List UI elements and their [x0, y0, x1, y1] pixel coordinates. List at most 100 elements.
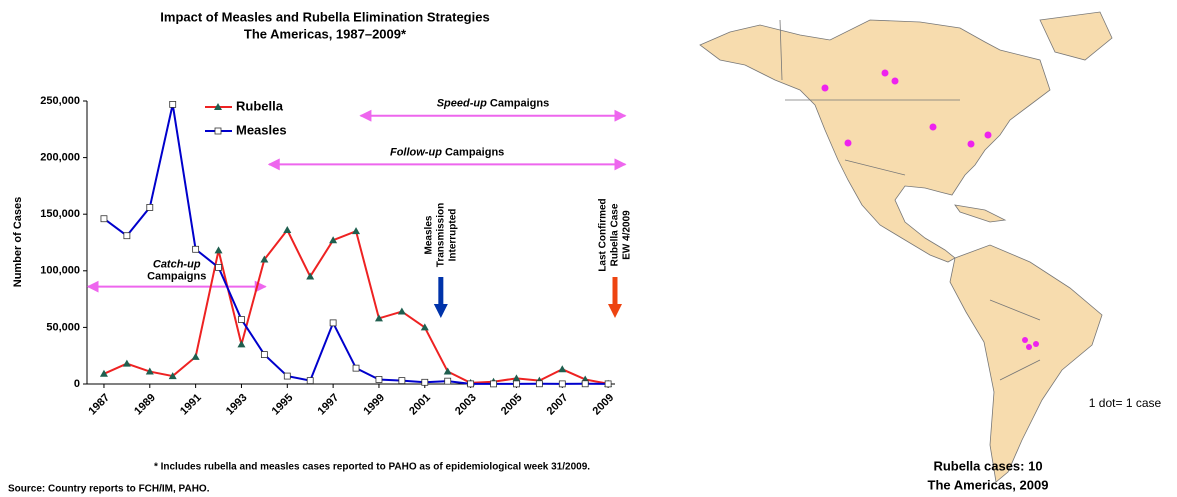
rubella-marker [558, 365, 567, 373]
event-arrow [433, 277, 448, 318]
south-america [949, 244, 1103, 483]
x-tick-label: 1993 [224, 392, 250, 418]
border [779, 19, 1041, 381]
series-line [103, 104, 609, 385]
map-legend: 1 dot= 1 case [1089, 396, 1162, 410]
x-tick-label: 1999 [361, 392, 387, 418]
campaign-label-text: Campaigns [490, 98, 549, 110]
legend-label: Measles [236, 122, 287, 137]
campaign-label-italic: Follow-up [390, 146, 442, 158]
measles-marker [306, 377, 314, 385]
measles-marker [398, 377, 406, 385]
measles-marker [421, 378, 429, 386]
map: 1 dot= 1 case Rubella cases: 10 The Amer… [699, 11, 1162, 492]
north-america [699, 19, 1051, 263]
x-tick-label: 1995 [270, 392, 296, 418]
chart-title: The Americas, 1987–2009* [244, 26, 407, 41]
chart-title: Impact of Measles and Rubella Eliminatio… [160, 9, 489, 24]
measles-marker [558, 380, 566, 388]
case-dot [1022, 337, 1028, 343]
x-tick-label: 2001 [407, 392, 433, 418]
y-tick-label: 0 [74, 378, 80, 390]
event-arrow [608, 277, 622, 318]
event-label: Measles [423, 215, 434, 254]
measles-marker [352, 364, 360, 372]
measles-marker [146, 204, 154, 211]
legend-marker [214, 103, 222, 110]
rubella-marker [352, 227, 361, 235]
campaign-label: Campaigns [147, 271, 206, 283]
legend-label: Rubella [236, 98, 284, 113]
source: Source: Country reports to FCH/IM, PAHO. [8, 484, 210, 495]
case-dot [929, 123, 937, 131]
campaign-label-text: Campaigns [445, 146, 504, 158]
y-tick-label: 250,000 [40, 95, 80, 107]
case-dots [821, 69, 1039, 350]
rubella-marker [145, 367, 154, 375]
rubella-marker [329, 236, 338, 244]
x-tick-label: 2003 [453, 392, 479, 418]
event-label: Rubella Case [610, 203, 621, 266]
case-dot [891, 77, 899, 85]
x-tick-label: 2009 [591, 392, 617, 418]
measles-marker [123, 232, 131, 240]
x-tick-label: 1989 [132, 392, 158, 418]
measles-marker [238, 316, 245, 323]
measles-marker [513, 380, 520, 388]
case-dot [821, 84, 829, 92]
footnote: * Includes rubella and measles cases rep… [154, 462, 590, 473]
caribbean [954, 204, 1007, 223]
rubella-marker [306, 272, 315, 280]
measles-marker [215, 264, 222, 271]
measles-marker [604, 380, 612, 388]
measles-marker [169, 100, 177, 108]
rubella-marker [443, 367, 452, 375]
rubella-marker [260, 255, 269, 263]
measles-marker [100, 215, 108, 223]
rubella-marker [283, 226, 292, 234]
measles-marker [283, 372, 291, 380]
rubella-marker [99, 369, 108, 377]
campaign-label: Catch-up [153, 259, 201, 271]
event-label: Interrupted [447, 209, 458, 262]
rubella-marker [122, 359, 131, 367]
x-tick-label: 2007 [545, 392, 571, 418]
rubella-marker [168, 372, 177, 380]
measles-marker [260, 351, 268, 358]
y-tick-label: 200,000 [40, 152, 80, 164]
measles-marker [329, 319, 337, 327]
series-line [103, 228, 609, 385]
legend-marker [214, 127, 222, 135]
map-title: Rubella cases: 10 [933, 458, 1042, 473]
measles-marker [490, 380, 497, 388]
measles-marker [581, 380, 589, 388]
case-dot [984, 131, 992, 139]
rubella-marker [512, 374, 521, 382]
rubella-marker [191, 352, 200, 360]
measles-marker [192, 245, 200, 253]
rubella-marker [397, 307, 406, 315]
y-tick-label: 150,000 [40, 208, 80, 220]
x-tick-label: 2005 [499, 392, 525, 418]
campaign-label: Speed-up Campaigns [437, 98, 549, 110]
rubella-marker [420, 323, 429, 331]
case-dot [881, 69, 889, 77]
rubella-marker [374, 314, 383, 322]
y-tick-label: 50,000 [46, 321, 80, 333]
campaign-label: Follow-up Campaigns [390, 146, 504, 158]
event-label: Last Confirmed [598, 198, 609, 271]
campaign-label-italic: Speed-up [437, 98, 487, 110]
x-tick-label: 1987 [86, 392, 112, 418]
measles-marker [444, 377, 452, 385]
case-dot [967, 140, 975, 148]
case-dot [1026, 344, 1032, 350]
map-title: The Americas, 2009 [928, 477, 1049, 492]
y-tick-label: 100,000 [40, 265, 80, 277]
measles-marker [467, 380, 475, 388]
case-dot [1033, 341, 1039, 347]
x-tick-label: 1997 [316, 392, 342, 418]
event-label: EW 4/2009 [622, 210, 633, 260]
rubella-marker [214, 246, 223, 254]
greenland [1039, 11, 1113, 61]
